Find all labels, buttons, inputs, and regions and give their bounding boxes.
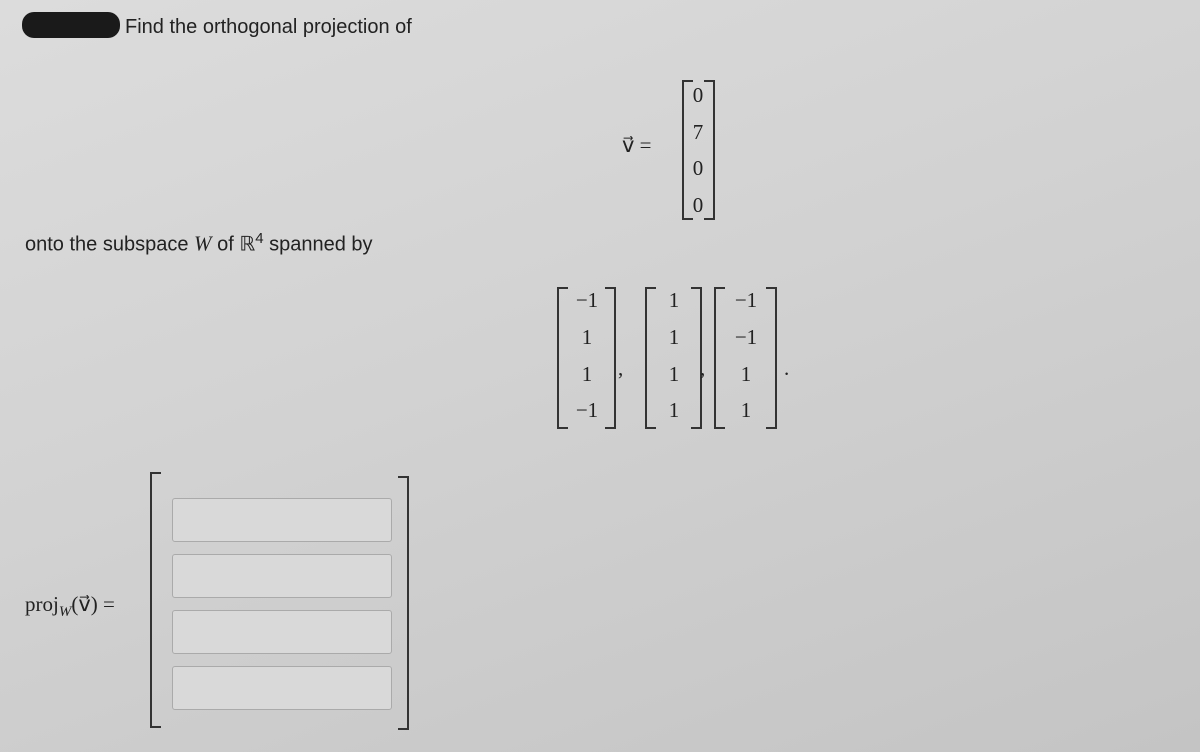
text: (v⃗) = bbox=[71, 592, 115, 616]
bracket bbox=[682, 80, 693, 220]
redaction bbox=[22, 12, 120, 38]
answer-input[interactable] bbox=[172, 554, 392, 598]
text: onto the subspace bbox=[25, 233, 189, 256]
v-label: v⃗ = bbox=[622, 133, 652, 157]
bracket bbox=[691, 287, 702, 429]
answer-label: projW(v⃗) = bbox=[25, 592, 115, 621]
bracket bbox=[645, 287, 656, 429]
answer-input[interactable] bbox=[172, 666, 392, 710]
bracket bbox=[605, 287, 616, 429]
vector-entry: −1 bbox=[734, 325, 758, 349]
vector-entry: 1 bbox=[581, 325, 593, 349]
vector-entry: 1 bbox=[581, 362, 593, 386]
separator: , bbox=[700, 356, 706, 380]
bracket bbox=[398, 476, 409, 730]
text: proj bbox=[25, 592, 59, 616]
separator: , bbox=[618, 356, 624, 380]
bracket bbox=[150, 472, 161, 728]
v-entry: 0 bbox=[692, 83, 704, 107]
separator: . bbox=[784, 356, 790, 380]
bracket bbox=[714, 287, 725, 429]
text: spanned by bbox=[269, 233, 373, 256]
vector-entry: 1 bbox=[740, 398, 752, 422]
v-entry: 0 bbox=[692, 193, 704, 217]
text: of bbox=[217, 233, 234, 256]
vector-entry: −1 bbox=[575, 398, 599, 422]
answer-input[interactable] bbox=[172, 610, 392, 654]
bracket bbox=[766, 287, 777, 429]
intro-text: Find the orthogonal projection of bbox=[125, 16, 412, 38]
vector-entry: 1 bbox=[668, 398, 680, 422]
v-entry: 0 bbox=[692, 156, 704, 180]
bracket bbox=[557, 287, 568, 429]
vector-entry: 1 bbox=[740, 362, 752, 386]
text: W bbox=[58, 604, 72, 621]
vector-entry: 1 bbox=[668, 362, 680, 386]
vector-entry: 1 bbox=[668, 288, 680, 312]
subspace-text: onto the subspace W of ℝ4 spanned by bbox=[25, 230, 373, 257]
vector-entry: 1 bbox=[668, 325, 680, 349]
answer-input[interactable] bbox=[172, 498, 392, 542]
bracket bbox=[704, 80, 715, 220]
vector-entry: −1 bbox=[734, 288, 758, 312]
text: ℝ bbox=[239, 233, 256, 256]
text: W bbox=[194, 231, 212, 256]
v-entry: 7 bbox=[692, 120, 704, 144]
text: 4 bbox=[255, 230, 264, 247]
vector-entry: −1 bbox=[575, 288, 599, 312]
